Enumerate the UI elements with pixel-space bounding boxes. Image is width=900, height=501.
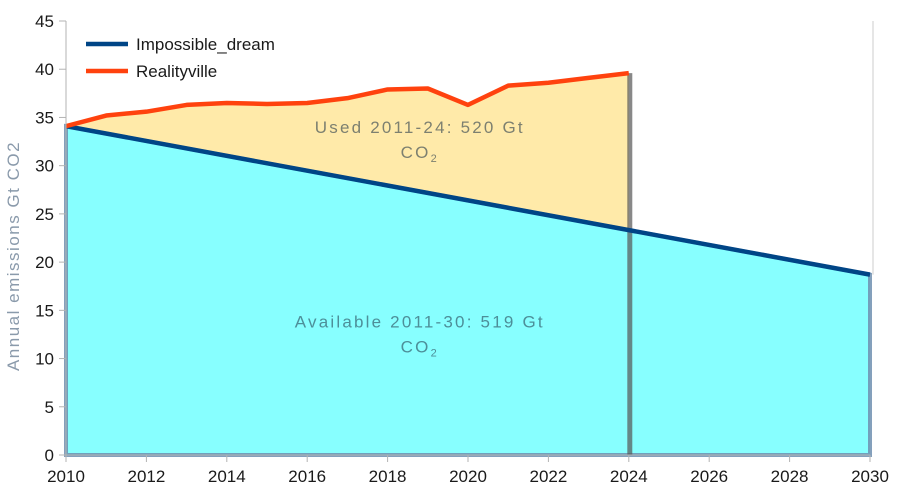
x-tick-label: 2030 bbox=[851, 467, 889, 486]
y-tick-label: 45 bbox=[35, 12, 54, 31]
annotation-used-line2: CO2 bbox=[401, 143, 439, 165]
x-tick-label: 2026 bbox=[690, 467, 728, 486]
realityville-line bbox=[65, 70, 630, 129]
x-tick-label: 2022 bbox=[529, 467, 567, 486]
annotation-available-line1: Available 2011-30: 519 Gt bbox=[295, 313, 545, 332]
y-tick-label: 10 bbox=[35, 350, 54, 369]
impossible-dream-line bbox=[65, 123, 871, 277]
plot-lines bbox=[65, 70, 871, 277]
y-axis-title: Annual emissions Gt CO2 bbox=[4, 141, 23, 371]
x-tick-label: 2028 bbox=[771, 467, 809, 486]
legend: Impossible_dream Realityville bbox=[86, 35, 275, 81]
legend-label: Impossible_dream bbox=[136, 35, 275, 54]
y-tick-label: 30 bbox=[35, 157, 54, 176]
y-tick-label: 20 bbox=[35, 253, 54, 272]
subscript-2: 2 bbox=[431, 153, 439, 165]
x-tick-label: 2018 bbox=[369, 467, 407, 486]
y-tick-label: 5 bbox=[45, 398, 54, 417]
co-text: CO bbox=[401, 143, 431, 162]
y-tick-label: 35 bbox=[35, 108, 54, 127]
x-tick-label: 2024 bbox=[610, 467, 648, 486]
x-tick-label: 2010 bbox=[47, 467, 85, 486]
x-tick-label: 2016 bbox=[288, 467, 326, 486]
y-tick-label: 0 bbox=[45, 446, 54, 465]
x-tick-label: 2020 bbox=[449, 467, 487, 486]
x-tick-label: 2014 bbox=[208, 467, 246, 486]
legend-label: Realityville bbox=[136, 62, 217, 81]
x-tick-label: 2012 bbox=[127, 467, 165, 486]
annotation-available-line2: CO2 bbox=[401, 338, 439, 360]
plot-fills bbox=[64, 73, 872, 457]
y-tick-label: 25 bbox=[35, 205, 54, 224]
realityville-area bbox=[66, 73, 629, 231]
subscript-2: 2 bbox=[431, 348, 439, 360]
annotation-used-line1: Used 2011-24: 520 Gt bbox=[315, 118, 525, 137]
y-tick-label: 40 bbox=[35, 60, 54, 79]
co-text: CO bbox=[401, 338, 431, 357]
y-tick-label: 15 bbox=[35, 301, 54, 320]
ticks: 0 5 10 15 20 25 30 35 40 45 2010 2012 2014 2016 2018 20… bbox=[35, 12, 889, 486]
